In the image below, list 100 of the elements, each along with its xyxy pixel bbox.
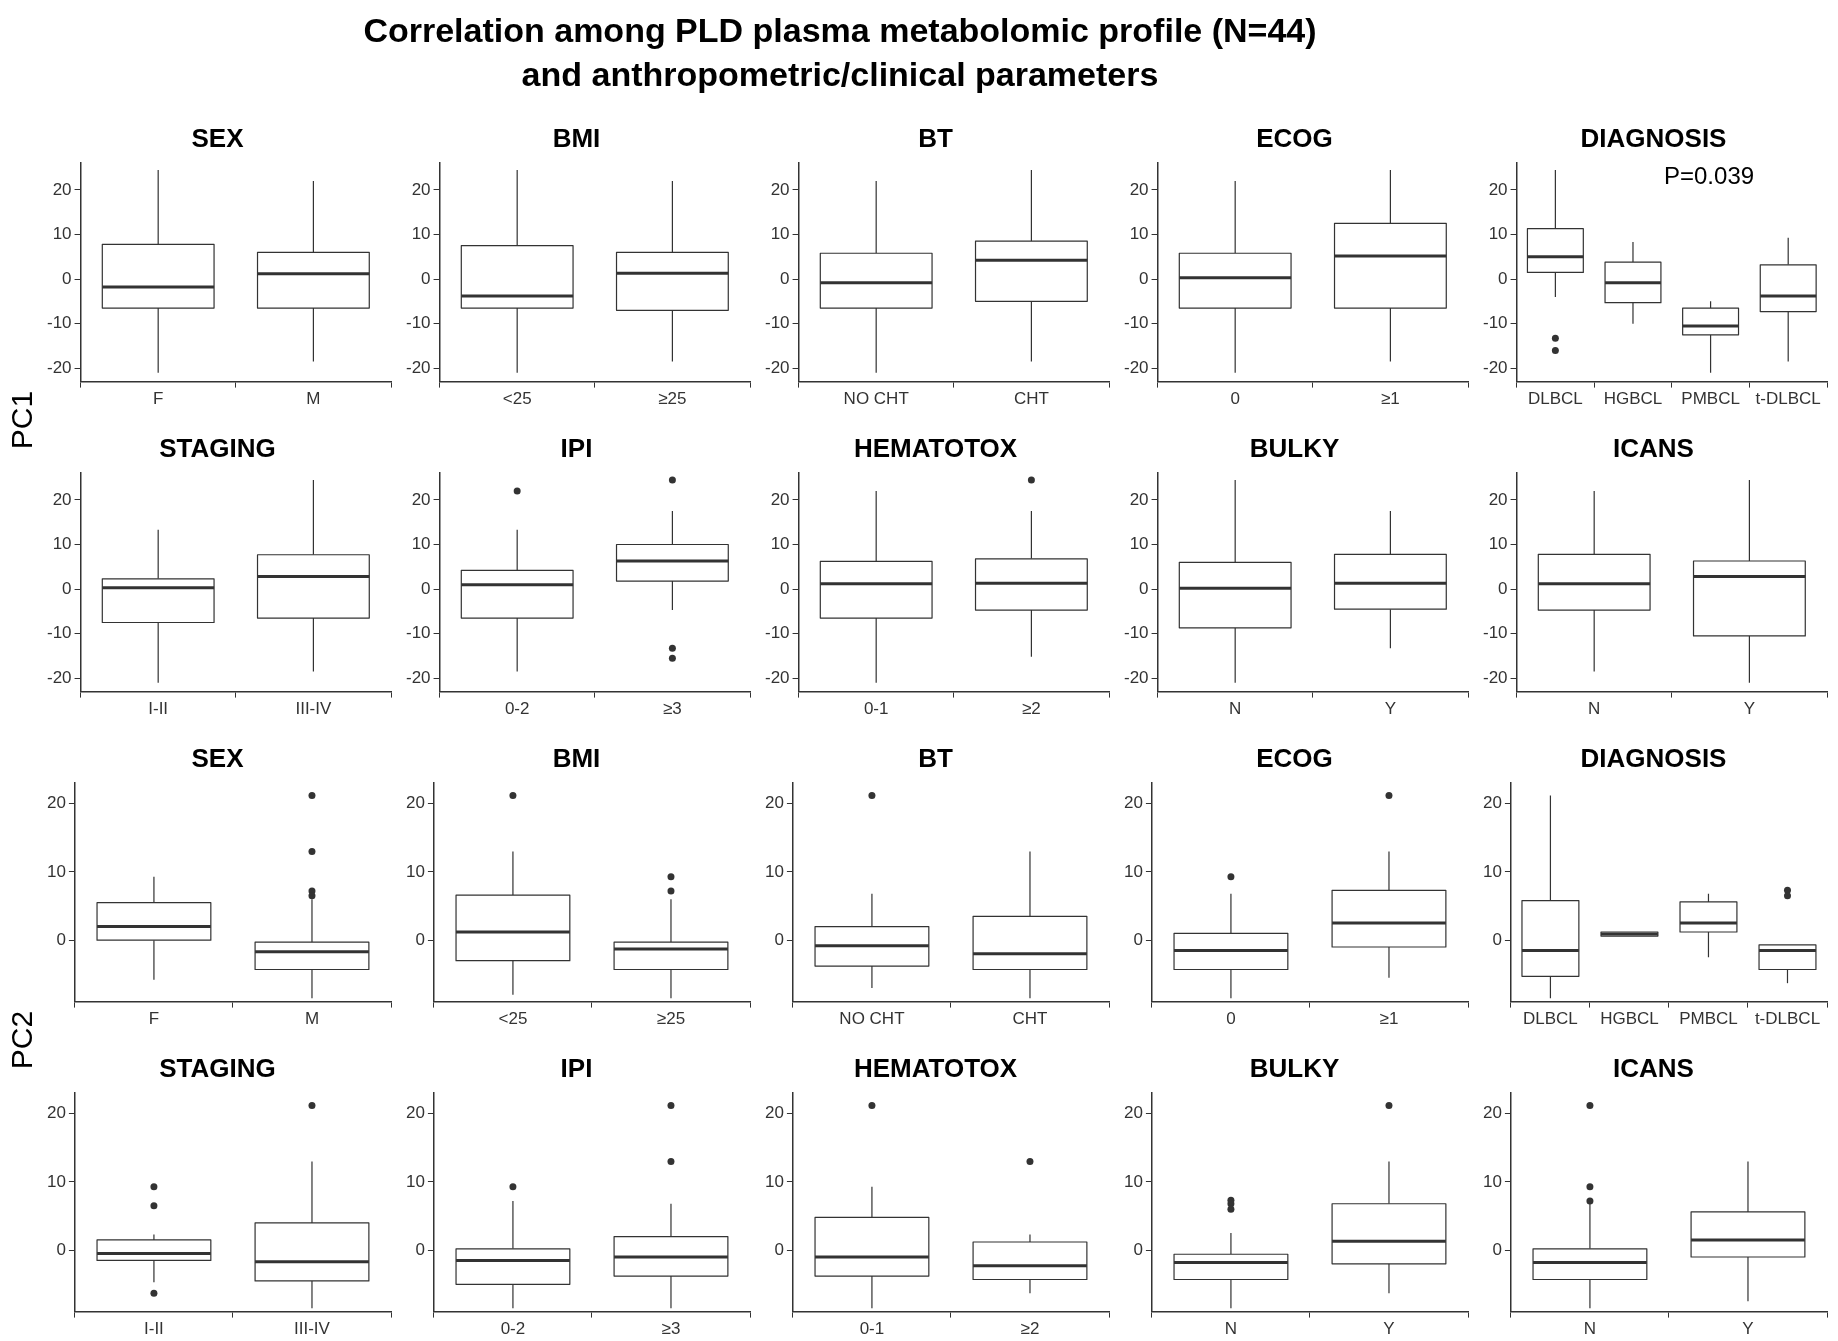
x-tick-label: ≥25: [656, 1009, 686, 1029]
y-tick-label: 10: [764, 1171, 784, 1191]
x-tick-label: Y: [1742, 1319, 1754, 1339]
y-tick-label: 20: [1482, 1103, 1502, 1123]
chart-title: IPI: [560, 1052, 593, 1083]
x-tick-label: ≥1: [1380, 389, 1400, 409]
y-tick-label: 20: [411, 489, 431, 509]
y-tick-label: 20: [770, 489, 790, 509]
x-tick-label: DLBCL: [1527, 389, 1583, 409]
y-tick-label: 20: [1123, 1103, 1143, 1123]
y-tick-label: 20: [1488, 489, 1508, 509]
y-tick-label: 0: [780, 578, 790, 598]
y-tick-label: 20: [405, 1103, 425, 1123]
y-tick-label: 10: [1488, 534, 1508, 554]
chart-title: BULKY: [1249, 1052, 1340, 1083]
x-tick-label: t-DLBCL: [1755, 389, 1821, 409]
x-tick-label: ≥3: [661, 1319, 681, 1339]
y-tick-label: -20: [764, 357, 790, 377]
y-tick-label: -10: [1123, 313, 1149, 333]
x-tick-label: 0: [1230, 389, 1240, 409]
x-tick-label: <25: [502, 389, 532, 409]
x-tick-label: CHT: [1012, 1009, 1048, 1029]
x-tick-label: 0-2: [504, 699, 530, 719]
y-tick-label: 0: [1133, 929, 1143, 949]
chart-title: ECOG: [1256, 122, 1333, 153]
x-tick-label: N: [1224, 1319, 1238, 1339]
y-tick-label: 0: [1498, 268, 1508, 288]
x-tick-label: Y: [1384, 699, 1397, 719]
y-tick-label: -10: [46, 313, 72, 333]
chart-title: ECOG: [1256, 742, 1333, 773]
y-tick-label: 0: [774, 1239, 784, 1259]
x-tick-label: DLBCL: [1523, 1009, 1578, 1029]
x-tick-label: F: [152, 389, 164, 409]
y-tick-label: 0: [56, 1239, 66, 1259]
y-tick-label: 10: [46, 1171, 66, 1191]
annotation: P=0.039: [1663, 161, 1755, 189]
x-tick-label: 0-1: [859, 1319, 885, 1339]
y-tick-label: 0: [62, 578, 72, 598]
y-tick-label: 0: [1498, 578, 1508, 598]
y-tick-label: 10: [1488, 224, 1508, 244]
x-tick-label: CHT: [1013, 389, 1049, 409]
y-tick-label: -10: [1482, 623, 1508, 643]
y-tick-label: 10: [770, 534, 790, 554]
y-axis-title: PC2: [5, 1010, 39, 1070]
x-tick-label: ≥1: [1379, 1009, 1399, 1029]
y-tick-label: 0: [415, 929, 425, 949]
y-tick-label: 20: [411, 179, 431, 199]
y-tick-label: 20: [770, 179, 790, 199]
y-tick-label: 0: [1492, 929, 1502, 949]
y-tick-label: 0: [1139, 268, 1149, 288]
y-tick-label: 0: [415, 1239, 425, 1259]
y-tick-label: -20: [1123, 357, 1149, 377]
x-tick-label: PMBCL: [1681, 389, 1740, 409]
y-axis-title: PC1: [5, 390, 39, 450]
x-tick-label: F: [148, 1009, 160, 1029]
chart-title: ICANS: [1613, 432, 1694, 463]
x-tick-label: M: [306, 389, 321, 409]
y-tick-label: 10: [52, 224, 72, 244]
chart-title: BT: [918, 742, 953, 773]
y-tick-label: 10: [405, 861, 425, 881]
y-tick-label: 20: [764, 793, 784, 813]
y-tick-label: -10: [46, 623, 72, 643]
chart-title: HEMATOTOX: [853, 432, 1018, 463]
x-tick-label: ≥2: [1021, 699, 1041, 719]
y-tick-label: 0: [421, 578, 431, 598]
y-tick-label: 20: [1482, 793, 1502, 813]
x-tick-label: N: [1588, 699, 1601, 719]
x-tick-label: <25: [498, 1009, 528, 1029]
y-tick-label: -10: [405, 623, 431, 643]
x-tick-label: N: [1229, 699, 1242, 719]
y-tick-label: 20: [1123, 793, 1143, 813]
y-tick-label: -10: [764, 313, 790, 333]
y-tick-label: 10: [1129, 224, 1149, 244]
x-tick-label: I-II: [148, 699, 169, 719]
chart-title: STAGING: [159, 1052, 276, 1083]
chart-title: IPI: [560, 432, 593, 463]
y-tick-label: 10: [1123, 1171, 1143, 1191]
y-tick-label: -20: [1123, 667, 1149, 687]
y-tick-label: 20: [52, 179, 72, 199]
chart-title: BT: [918, 122, 953, 153]
x-tick-label: 0: [1226, 1009, 1236, 1029]
y-tick-label: 0: [62, 268, 72, 288]
x-tick-label: III-IV: [295, 699, 332, 719]
x-tick-label: N: [1583, 1319, 1597, 1339]
y-tick-label: -10: [1123, 623, 1149, 643]
y-tick-label: 20: [1129, 489, 1149, 509]
chart-title: DIAGNOSIS: [1580, 742, 1727, 773]
y-tick-label: 20: [52, 489, 72, 509]
x-tick-label: I-II: [144, 1319, 164, 1339]
y-tick-label: 10: [411, 224, 431, 244]
y-tick-label: -20: [46, 667, 72, 687]
y-tick-label: 0: [774, 929, 784, 949]
y-tick-label: -20: [1482, 357, 1508, 377]
y-tick-label: 20: [46, 1103, 66, 1123]
x-tick-label: 0-1: [863, 699, 889, 719]
y-tick-label: 0: [421, 268, 431, 288]
x-tick-label: M: [304, 1009, 320, 1029]
x-tick-label: NO CHT: [839, 1009, 905, 1029]
text: Correlation among PLD plasma metabolomic profile (N=44) and anthropometric/clinical parameters: [362, 10, 1318, 95]
y-tick-label: 10: [52, 534, 72, 554]
